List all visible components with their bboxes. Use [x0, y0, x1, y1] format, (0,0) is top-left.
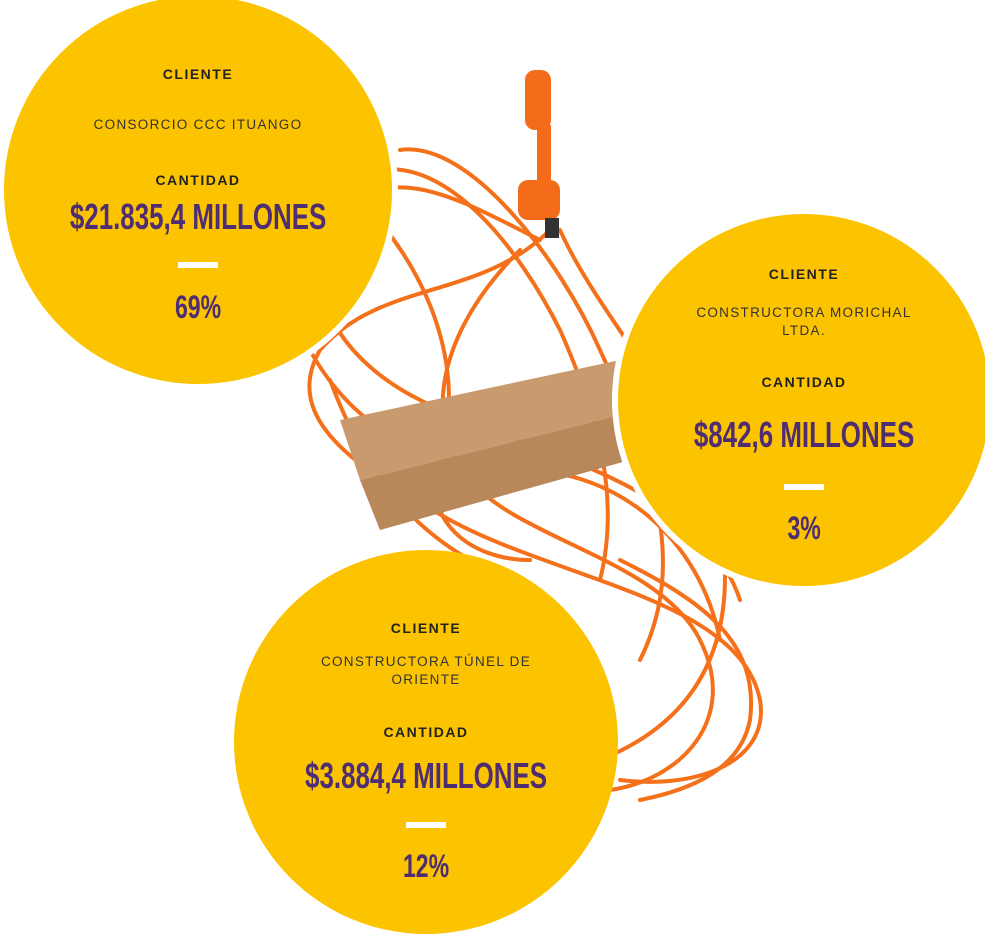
page: {"cards": [ {"client_label": "CLIENTE", …	[0, 0, 985, 927]
percent-text: 3%	[787, 510, 820, 547]
percent: 12%	[234, 848, 618, 885]
amount: $842,6 MILLONES	[618, 414, 985, 456]
amount-text: $21.835,4 MILLONES	[70, 196, 326, 238]
percent: 3%	[618, 510, 985, 547]
client-label: CLIENTE	[234, 620, 618, 636]
client-name: CONSTRUCTORA MORICHAL LTDA.	[618, 304, 985, 340]
client-label: CLIENTE	[618, 266, 985, 282]
amount-text: $842,6 MILLONES	[694, 414, 914, 456]
client-name: CONSTRUCTORA TÚNEL DE ORIENTE	[234, 653, 618, 689]
amount-label: CANTIDAD	[234, 724, 618, 740]
percent-text: 12%	[403, 848, 449, 885]
amount: $21.835,4 MILLONES	[4, 196, 392, 238]
divider	[178, 262, 218, 268]
divider	[784, 484, 824, 490]
client-card: CLIENTE CONSTRUCTORA TÚNEL DE ORIENTE CA…	[234, 550, 618, 934]
percent: 69%	[4, 289, 392, 326]
amount: $3.884,4 MILLONES	[234, 755, 618, 797]
client-card: CLIENTE CONSTRUCTORA MORICHAL LTDA. CANT…	[612, 208, 985, 592]
amount-text: $3.884,4 MILLONES	[305, 755, 547, 797]
client-card: CLIENTE CONSORCIO CCC ITUANGO CANTIDAD $…	[0, 0, 398, 390]
amount-label: CANTIDAD	[618, 374, 985, 390]
client-name: CONSORCIO CCC ITUANGO	[4, 116, 392, 134]
percent-text: 69%	[175, 289, 221, 326]
amount-label: CANTIDAD	[4, 172, 392, 188]
client-label: CLIENTE	[4, 66, 392, 82]
divider	[406, 822, 446, 828]
